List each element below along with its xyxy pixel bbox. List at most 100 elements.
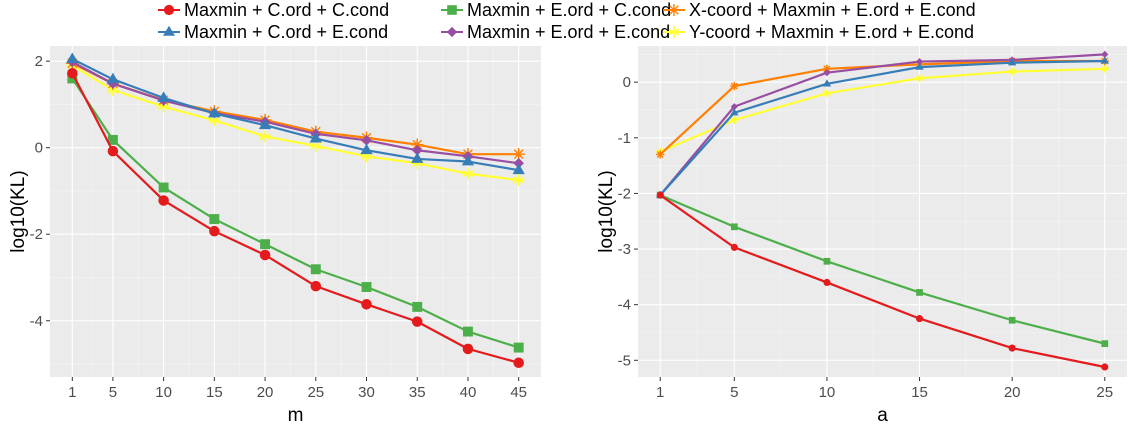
data-point (361, 299, 372, 310)
x-tick-label: 5 (109, 384, 117, 401)
series (656, 191, 1109, 371)
data-point (462, 167, 474, 180)
x-tick-label: 45 (510, 384, 527, 401)
data-point (915, 315, 924, 323)
legend-marker (447, 5, 457, 15)
x-tick-label: 35 (409, 384, 426, 401)
data-point (730, 223, 738, 231)
data-point (157, 100, 170, 113)
data-point (730, 243, 738, 251)
data-point (411, 152, 424, 163)
data-point (1101, 363, 1109, 371)
x-tick-label: 25 (1096, 384, 1113, 401)
data-point (208, 106, 221, 118)
series (656, 50, 1109, 199)
data-point (730, 108, 739, 116)
legend-label: Y-coord + Maxmin + E.ord + E.cond (689, 22, 974, 42)
x-tick-label: 30 (358, 384, 375, 401)
y-tick-label: 0 (35, 140, 43, 157)
data-point (822, 89, 831, 98)
data-point (915, 74, 924, 83)
y-tick-label: 0 (623, 74, 631, 91)
x-tick-label: 40 (460, 384, 477, 401)
legend-item: Maxmin + E.ord + E.cond (441, 22, 670, 42)
legend-item: Maxmin + C.ord + E.cond (158, 22, 388, 42)
legend-marker (446, 26, 458, 38)
data-point (158, 182, 169, 193)
y-tick-label: -5 (618, 352, 631, 369)
plot-background (638, 46, 1127, 377)
data-point (259, 130, 271, 143)
x-tick-label: 10 (155, 384, 172, 401)
data-point (157, 91, 170, 102)
data-point (310, 280, 322, 292)
data-point (1101, 50, 1109, 58)
data-point (361, 282, 372, 292)
data-point (360, 143, 373, 155)
series-line (659, 194, 1105, 369)
data-point (513, 342, 524, 353)
series-line (71, 57, 519, 172)
data-point (411, 138, 424, 151)
data-point (209, 214, 220, 225)
legend-item: Y-coord + Maxmin + E.ord + E.cond (663, 22, 974, 42)
data-point (916, 289, 923, 296)
data-point (730, 81, 739, 91)
data-point (512, 174, 525, 187)
data-point (158, 195, 169, 206)
series-line (71, 77, 520, 349)
data-point (656, 191, 664, 199)
data-point (66, 52, 79, 63)
y-tick-label: -2 (30, 226, 43, 243)
data-point (310, 264, 321, 275)
series (67, 67, 524, 368)
plot-background (50, 46, 541, 377)
data-point (107, 84, 119, 97)
series (66, 59, 525, 187)
y-tick-label: 2 (35, 53, 43, 70)
x-tick-label: 20 (1004, 384, 1021, 401)
x-tick-label: 1 (68, 384, 76, 401)
legend-label: Maxmin + E.ord + E.cond (467, 22, 670, 42)
data-point (1008, 316, 1016, 324)
data-point (730, 103, 738, 111)
data-point (915, 58, 924, 66)
data-point (1008, 67, 1017, 76)
legend-marker (668, 4, 680, 16)
series-line (659, 194, 1106, 345)
x-tick-label: 10 (819, 384, 836, 401)
data-point (361, 135, 372, 146)
data-point (823, 69, 831, 77)
x-axis-title: m (288, 405, 304, 426)
data-point (309, 132, 322, 143)
x-tick-label: 20 (257, 384, 274, 401)
data-point (462, 343, 474, 355)
legend-item: Maxmin + E.ord + C.cond (441, 0, 671, 20)
data-point (1100, 56, 1109, 64)
data-point (461, 155, 475, 166)
data-point (107, 145, 119, 157)
legend-marker (668, 26, 680, 38)
series-line (659, 53, 1105, 196)
data-point (209, 225, 220, 237)
legend-label: Maxmin + E.ord + C.cond (467, 0, 671, 20)
data-point (1101, 340, 1109, 347)
legend-marker (163, 25, 175, 36)
data-point (822, 79, 832, 87)
data-point (1008, 344, 1016, 352)
data-point (823, 257, 831, 265)
y-tick-label: -4 (30, 313, 43, 330)
series-line (71, 72, 519, 364)
data-point (258, 118, 272, 130)
data-point (462, 326, 473, 337)
data-point (513, 357, 524, 368)
x-tick-label: 15 (206, 384, 223, 401)
series-line (71, 64, 519, 182)
data-point (309, 140, 322, 152)
y-axis-title: log10(KL) (8, 170, 29, 252)
legend-label: X-coord + Maxmin + E.ord + E.cond (689, 0, 976, 20)
data-point (822, 64, 832, 74)
x-tick-label: 15 (911, 384, 928, 401)
